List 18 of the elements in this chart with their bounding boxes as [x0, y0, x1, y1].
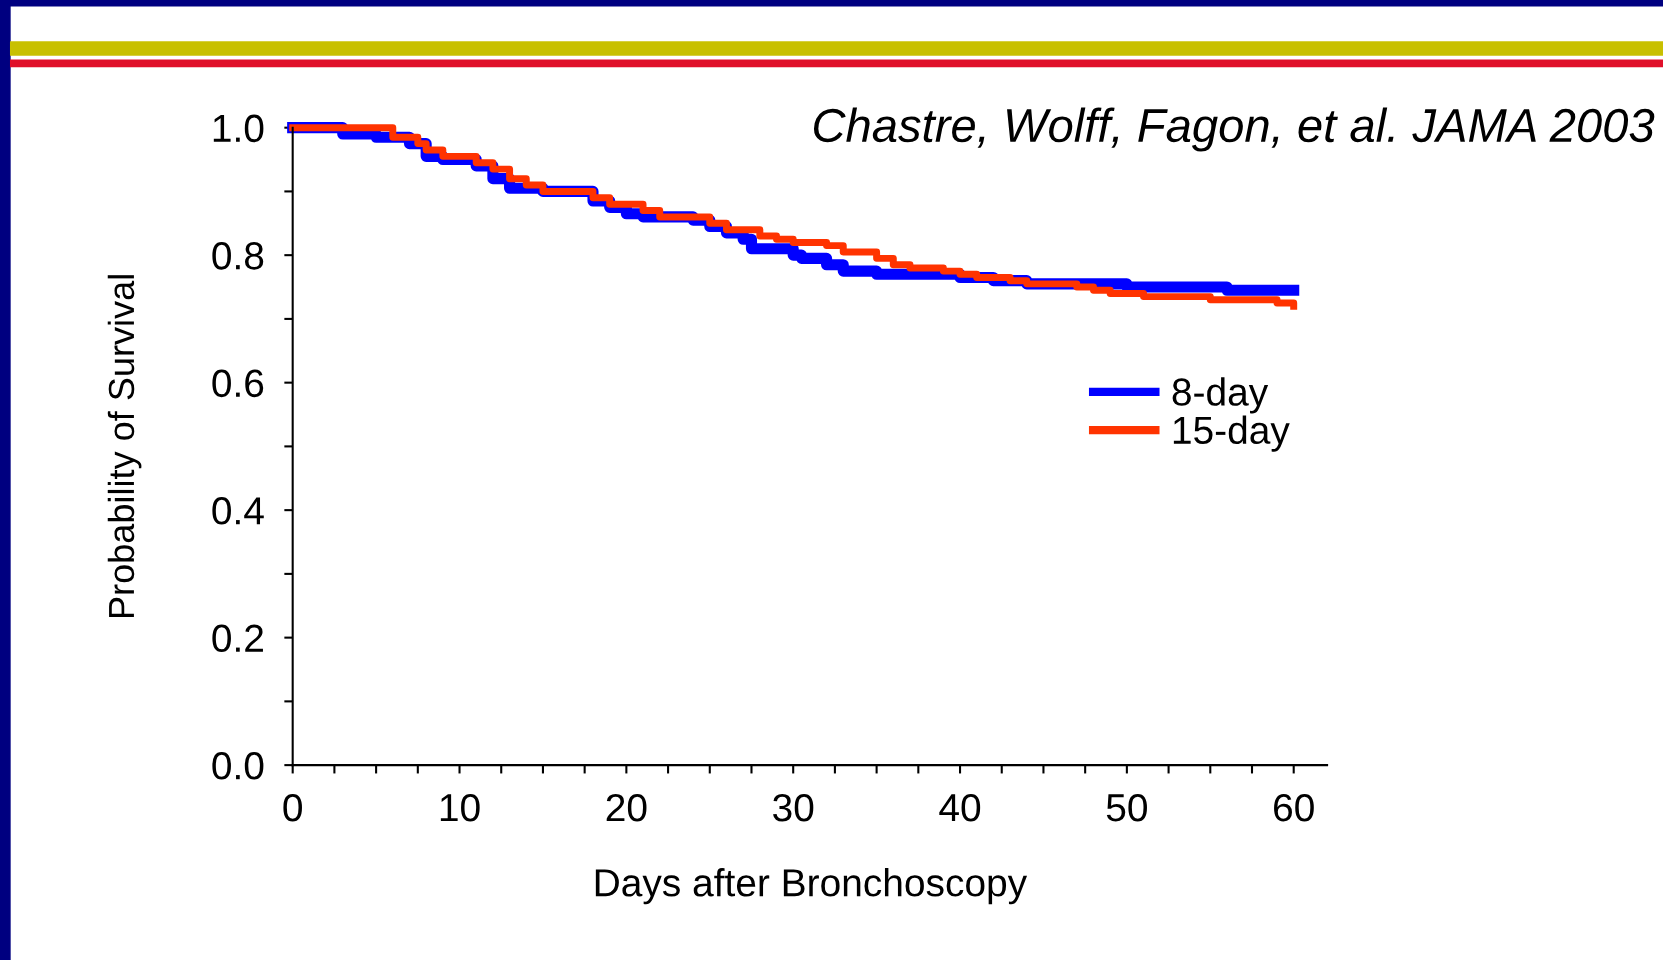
legend-label: 15-day — [1173, 415, 1290, 452]
annotation: Chastre, Wolff, Fagon, et al. JAMA 2003 — [813, 107, 1655, 152]
y-tick-label: 0.2 — [212, 624, 263, 653]
y-tick-label: 1.0 — [213, 114, 264, 143]
x-tick-label: 30 — [773, 793, 814, 822]
y-tick-label: 0.8 — [212, 242, 264, 270]
y-tick-label: 0.0 — [212, 752, 264, 780]
x-tick-label: 10 — [440, 793, 480, 822]
y-tick-label: 0.6 — [212, 369, 264, 398]
y-tick-label: 0.4 — [212, 497, 264, 525]
legend-label: 8-day — [1172, 377, 1269, 414]
x-tick-label: 50 — [1106, 793, 1147, 822]
x-tick-label: 20 — [606, 793, 647, 822]
x-tick-label: 40 — [939, 793, 981, 822]
x-tick-label: 0 — [283, 793, 302, 822]
x-axis-title: Days after Bronchoscopy — [595, 868, 1028, 905]
y-axis-title: Probability of Survival — [107, 275, 142, 618]
x-tick-label: 60 — [1274, 793, 1314, 822]
